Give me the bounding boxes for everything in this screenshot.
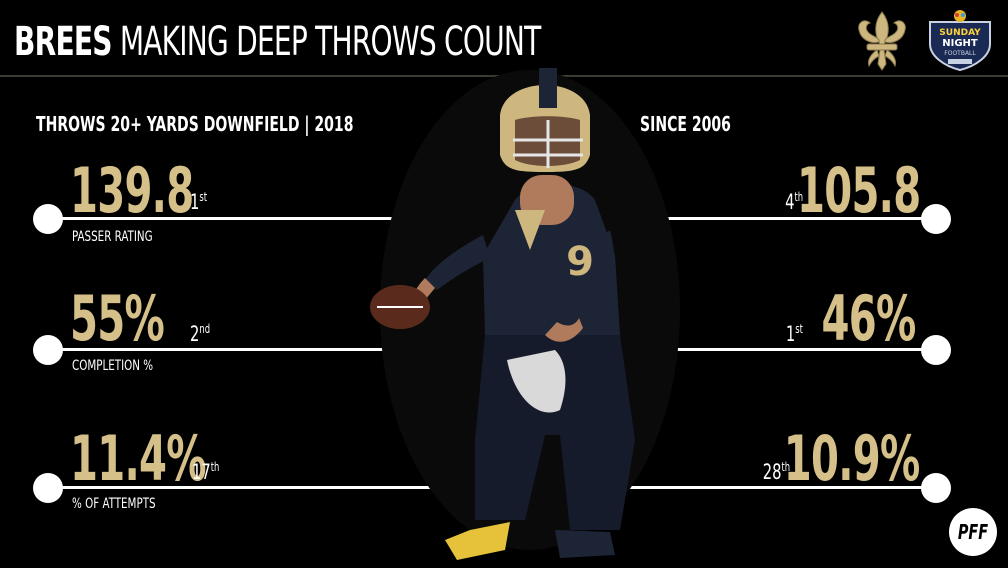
row-endpoint-dot	[921, 204, 951, 234]
pff-logo: PFF	[949, 508, 997, 556]
title-subtitle: MAKING DEEP THROWS COUNT	[119, 19, 541, 65]
rank-number: 1	[785, 322, 796, 346]
pff-logo-text: PFF	[957, 520, 989, 544]
season-attempts-value: 11.4%	[70, 422, 206, 495]
rank-number: 4	[784, 190, 795, 214]
snf-football-text: FOOTBALL	[944, 50, 976, 57]
rank-suffix: st	[795, 322, 803, 336]
row-endpoint-dot	[33, 335, 63, 365]
career-attempts-value: 10.9%	[784, 422, 920, 495]
career-passer-rating-value: 105.8	[796, 154, 921, 227]
season-attempts-rank: 17th	[192, 456, 219, 483]
fleur-de-lis-icon	[858, 11, 906, 71]
passer-rating-label: PASSER RATING	[72, 229, 153, 245]
career-completion-rank: 1st	[786, 318, 803, 345]
career-attempts-rank: 28th	[763, 456, 790, 483]
rank-suffix: st	[199, 190, 208, 204]
row-endpoint-dot	[33, 204, 63, 234]
rank-suffix: th	[210, 460, 220, 474]
rank-number: 17	[192, 460, 211, 484]
completion-label: COMPLETION %	[72, 358, 154, 374]
row-endpoint-dot	[921, 473, 951, 503]
career-passer-rating-rank: 4th	[785, 186, 803, 213]
snf-sunday-text: SUNDAY	[939, 28, 981, 38]
season-passer-rating-rank: 1st	[190, 186, 207, 213]
attempts-label: % OF ATTEMPTS	[72, 496, 156, 512]
sunday-night-football-logo: SUNDAY NIGHT FOOTBALL	[929, 10, 991, 72]
rank-suffix: nd	[199, 322, 211, 336]
page-title: BREES MAKING DEEP THROWS COUNT	[14, 14, 541, 70]
rank-suffix: th	[781, 460, 790, 474]
row-endpoint-dot	[33, 473, 63, 503]
season-passer-rating-value: 139.8	[70, 154, 194, 227]
season-completion-rank: 2nd	[190, 318, 210, 345]
title-player-name: BREES	[14, 19, 112, 65]
row-endpoint-dot	[921, 335, 951, 365]
career-completion-value: 46%	[822, 282, 917, 355]
rank-suffix: th	[794, 190, 803, 204]
season-section-label: THROWS 20+ YARDS DOWNFIELD | 2018	[36, 112, 354, 136]
rank-number: 28	[762, 460, 782, 484]
header-bar: BREES MAKING DEEP THROWS COUNT SUNDAY NI…	[0, 0, 1008, 76]
rank-number: 2	[190, 322, 200, 346]
season-completion-value: 55%	[70, 282, 165, 355]
rank-number: 1	[190, 190, 200, 214]
svg-text:9: 9	[566, 239, 594, 285]
quarterback-passing-photo: 9	[370, 68, 680, 560]
career-section-label: SINCE 2006	[640, 112, 731, 136]
snf-night-text: NIGHT	[942, 38, 978, 49]
